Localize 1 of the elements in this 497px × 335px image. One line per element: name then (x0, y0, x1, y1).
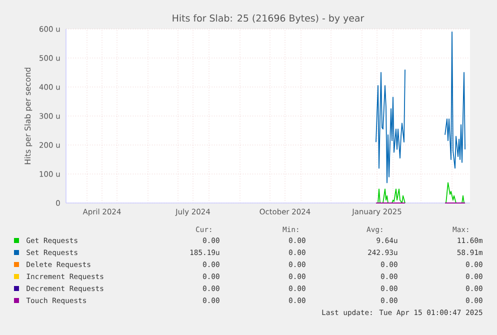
chart-title: Hits for Slab: 25 (21696 Bytes) - by year (172, 14, 364, 24)
